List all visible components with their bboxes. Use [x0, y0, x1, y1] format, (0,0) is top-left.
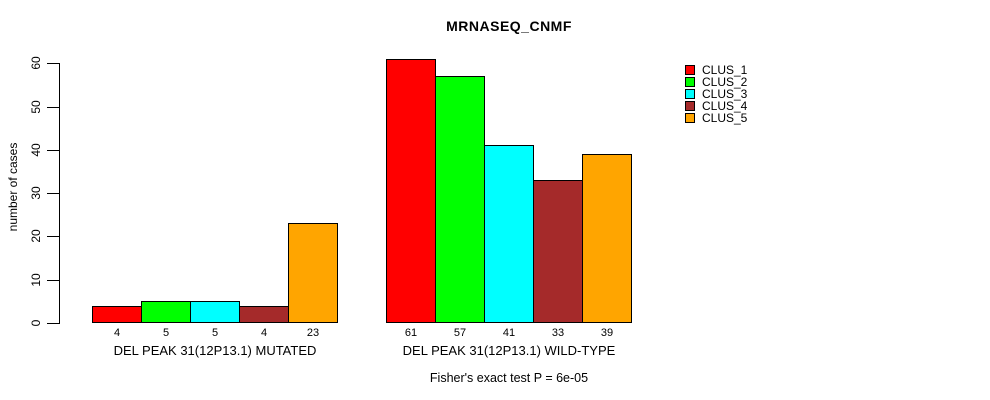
y-tick-label: 60: [29, 56, 43, 70]
bar-value-label: 5: [162, 327, 170, 339]
y-tick: [47, 236, 59, 237]
y-axis-title: number of cases: [6, 142, 20, 232]
legend-row: CLUS_5: [685, 112, 747, 124]
legend-row: CLUS_2: [685, 76, 747, 88]
bar: [533, 180, 583, 323]
y-tick: [47, 323, 59, 324]
legend-row: CLUS_1: [685, 64, 747, 76]
bar: [141, 301, 191, 323]
legend-label: CLUS_4: [702, 99, 748, 113]
bar-value-label: 4: [260, 327, 268, 339]
legend-label: CLUS_2: [702, 75, 748, 89]
y-tick-label: 30: [29, 186, 43, 200]
y-tick: [47, 193, 59, 194]
y-axis-line: [59, 63, 60, 324]
y-tick: [47, 150, 59, 151]
bar: [435, 76, 485, 323]
bar: [92, 306, 142, 323]
group-label: DEL PEAK 31(12P13.1) MUTATED: [113, 343, 317, 358]
legend-swatch: [685, 113, 695, 123]
chart-title: MRNASEQ_CNMF: [446, 18, 572, 34]
legend-row: CLUS_3: [685, 88, 747, 100]
y-tick: [47, 63, 59, 64]
bar: [386, 59, 436, 323]
group-label: DEL PEAK 31(12P13.1) WILD-TYPE: [402, 343, 616, 358]
legend-row: CLUS_4: [685, 100, 747, 112]
bar-value-label: 23: [306, 327, 320, 339]
bar-value-label: 41: [502, 327, 516, 339]
bar: [190, 301, 240, 323]
y-tick-label: 50: [29, 100, 43, 114]
legend: CLUS_1 CLUS_2 CLUS_3 CLUS_4 CLUS_5: [685, 64, 747, 124]
y-tick-label: 40: [29, 143, 43, 157]
y-tick: [47, 280, 59, 281]
bar: [288, 223, 338, 323]
bar-value-label: 5: [211, 327, 219, 339]
bar-value-label: 57: [453, 327, 467, 339]
legend-swatch: [685, 77, 695, 87]
bar-value-label: 33: [551, 327, 565, 339]
legend-swatch: [685, 65, 695, 75]
y-tick: [47, 107, 59, 108]
y-tick-label: 10: [29, 273, 43, 287]
legend-label: CLUS_1: [702, 63, 748, 77]
y-tick-label: 20: [29, 229, 43, 243]
bar: [239, 306, 289, 323]
bar: [484, 145, 534, 323]
legend-label: CLUS_5: [702, 111, 748, 125]
legend-label: CLUS_3: [702, 87, 748, 101]
bar: [582, 154, 632, 323]
footnote: Fisher's exact test P = 6e-05: [429, 371, 589, 385]
bar-value-label: 4: [113, 327, 121, 339]
legend-swatch: [685, 101, 695, 111]
y-tick-label: 0: [29, 319, 43, 327]
bar-value-label: 39: [600, 327, 614, 339]
bar-value-label: 61: [404, 327, 418, 339]
legend-swatch: [685, 89, 695, 99]
